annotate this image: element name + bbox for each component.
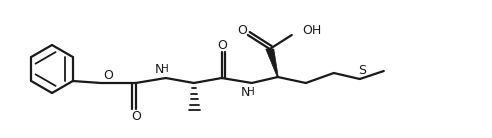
Text: S: S	[358, 63, 366, 76]
Text: OH: OH	[302, 23, 321, 36]
Text: O: O	[237, 23, 246, 36]
Text: O: O	[103, 68, 113, 82]
Text: H: H	[161, 64, 169, 74]
Polygon shape	[266, 49, 278, 77]
Text: O: O	[131, 109, 141, 123]
Text: N: N	[155, 63, 164, 75]
Text: H: H	[247, 87, 255, 97]
Text: O: O	[217, 39, 227, 51]
Text: N: N	[241, 86, 250, 99]
